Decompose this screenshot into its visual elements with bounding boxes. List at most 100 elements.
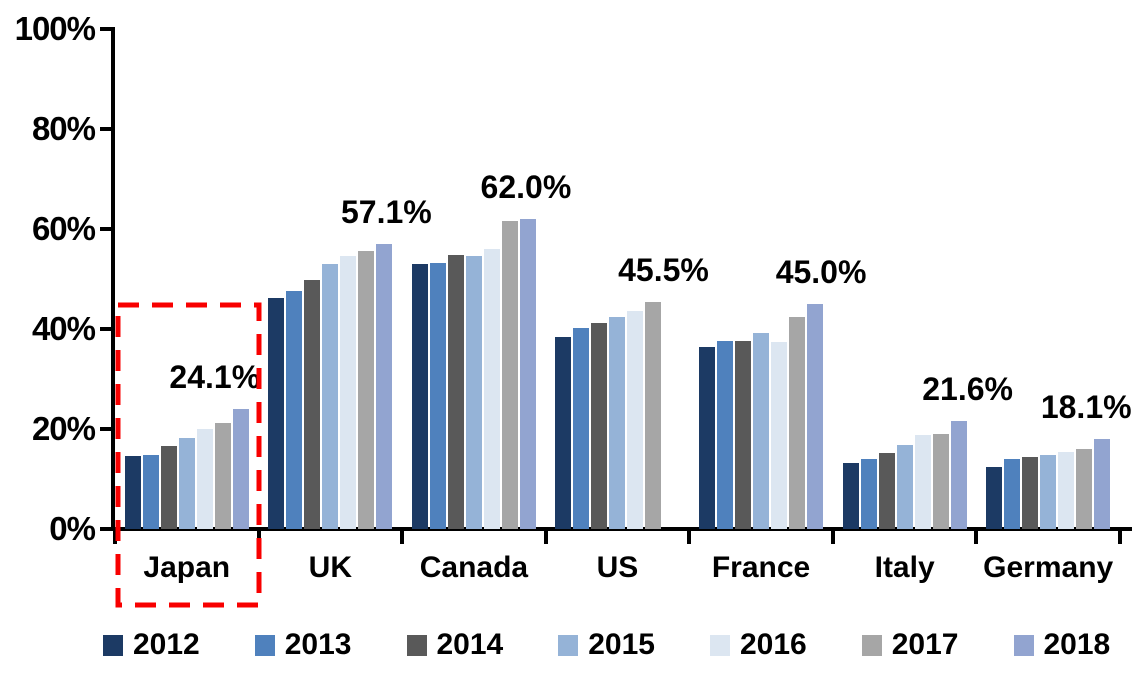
category-label-france: France <box>711 551 811 584</box>
bar-france-2017 <box>789 317 806 529</box>
bar-italy-2016 <box>914 435 931 529</box>
bar-italy-2015 <box>896 445 913 529</box>
x-tick-mark <box>543 531 548 544</box>
bar-canada-2014 <box>447 255 464 529</box>
bar-canada-2013 <box>429 262 446 529</box>
bar-france-2016 <box>771 342 788 529</box>
data-label-italy: 21.6% <box>922 371 1013 407</box>
y-tick-mark <box>100 527 115 531</box>
bar-us-2017 <box>645 301 662 529</box>
data-label-japan: 24.1% <box>169 358 261 395</box>
y-tick-mark <box>100 27 115 31</box>
bar-germany-2018 <box>1094 438 1111 529</box>
category-label-italy: Italy <box>874 551 935 584</box>
legend-item-2018: 2018 <box>1013 628 1111 662</box>
bar-uk-2018 <box>376 243 393 529</box>
x-tick-mark <box>830 531 835 544</box>
legend-swatch-2013 <box>254 634 275 656</box>
bar-japan-2017 <box>214 423 231 529</box>
bar-germany-2015 <box>1040 454 1057 529</box>
bar-us-2014 <box>591 323 608 529</box>
legend-item-2017: 2017 <box>861 628 959 662</box>
bar-italy-2017 <box>932 434 949 529</box>
bar-japan-2018 <box>232 408 249 529</box>
legend-label-2015: 2015 <box>588 628 655 661</box>
x-tick-mark <box>400 531 405 544</box>
bar-france-2015 <box>753 333 770 529</box>
bar-japan-2014 <box>160 446 177 529</box>
legend-item-2014: 2014 <box>406 628 504 662</box>
legend-swatch-2017 <box>861 634 882 656</box>
bar-japan-2015 <box>178 438 195 529</box>
bar-uk-2015 <box>322 263 339 529</box>
y-tick-mark <box>100 127 115 131</box>
y-tick-label-0-: 0% <box>49 510 96 547</box>
legend: 2012 2013 2014 2015 2016 2017 2018 <box>103 628 1110 662</box>
bar-uk-2017 <box>358 250 375 529</box>
x-tick-mark <box>1117 531 1122 544</box>
bar-us-2015 <box>609 317 626 529</box>
bar-france-2013 <box>717 340 734 529</box>
bar-france-2012 <box>699 346 716 529</box>
bar-us-2013 <box>573 327 590 529</box>
data-label-canada: 62.0% <box>480 169 572 205</box>
y-tick-mark <box>100 427 115 431</box>
bar-germany-2014 <box>1022 457 1039 529</box>
y-tick-label-100-: 100% <box>14 10 96 47</box>
x-tick-mark <box>113 531 117 544</box>
bar-canada-2018 <box>519 219 536 529</box>
bar-canada-2012 <box>411 264 428 529</box>
legend-label-2018: 2018 <box>1043 628 1111 661</box>
bar-japan-2012 <box>124 455 141 529</box>
category-label-us: US <box>596 551 639 584</box>
category-label-uk: UK <box>308 551 353 584</box>
bar-canada-2015 <box>465 256 482 529</box>
bar-uk-2016 <box>340 256 357 529</box>
bar-uk-2013 <box>286 290 303 529</box>
legend-swatch-2015 <box>558 634 579 656</box>
y-tick-label-80-: 80% <box>31 110 96 147</box>
legend-item-2015: 2015 <box>558 628 655 662</box>
legend-label-2014: 2014 <box>436 628 504 661</box>
bar-uk-2012 <box>268 297 285 529</box>
category-label-canada: Canada <box>419 551 529 584</box>
data-label-uk: 57.1% <box>340 193 432 230</box>
bar-italy-2018 <box>950 421 967 529</box>
bar-germany-2012 <box>986 466 1003 529</box>
bar-germany-2017 <box>1076 448 1093 529</box>
bar-japan-2016 <box>196 429 213 529</box>
legend-swatch-2014 <box>406 634 427 656</box>
bar-germany-2016 <box>1058 451 1075 529</box>
bar-canada-2017 <box>501 221 518 529</box>
y-tick-label-20-: 20% <box>31 410 96 447</box>
bar-italy-2013 <box>860 458 877 529</box>
bar-italy-2012 <box>842 462 859 529</box>
legend-label-2012: 2012 <box>133 628 200 661</box>
bar-uk-2014 <box>304 279 321 529</box>
legend-swatch-2016 <box>710 634 730 656</box>
bar-us-2012 <box>555 337 572 529</box>
bar-germany-2013 <box>1004 459 1021 529</box>
bar-canada-2016 <box>483 248 500 529</box>
y-tick-label-40-: 40% <box>31 310 96 347</box>
legend-label-2017: 2017 <box>891 628 959 661</box>
x-tick-mark <box>974 531 979 544</box>
legend-item-2013: 2013 <box>254 628 352 662</box>
legend-item-2012: 2012 <box>103 628 200 662</box>
x-tick-mark <box>256 531 261 544</box>
legend-label-2013: 2013 <box>284 628 352 661</box>
y-tick-mark <box>100 227 115 231</box>
legend-item-2016: 2016 <box>710 628 807 662</box>
bar-italy-2014 <box>878 453 895 529</box>
y-axis <box>111 29 115 531</box>
y-tick-mark <box>100 327 115 331</box>
data-label-france: 45.0% <box>775 254 867 290</box>
data-label-germany: 18.1% <box>1040 388 1132 425</box>
x-tick-mark <box>687 531 692 544</box>
legend-swatch-2012 <box>103 634 123 656</box>
data-label-us: 45.5% <box>618 251 709 288</box>
legend-swatch-2018 <box>1013 634 1034 656</box>
x-axis <box>100 527 1132 531</box>
bar-france-2014 <box>735 341 752 529</box>
